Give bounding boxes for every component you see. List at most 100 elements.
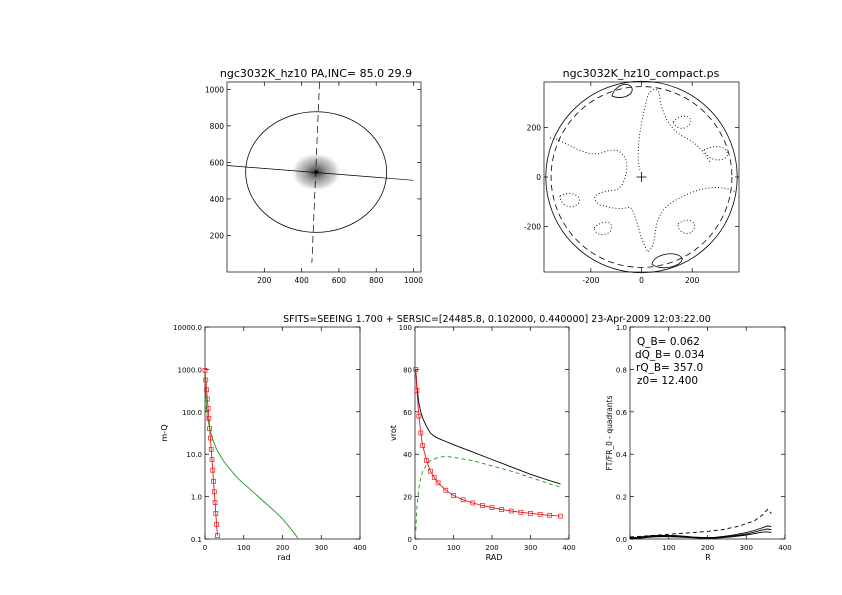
galaxy-minor-axis-line [311,81,320,263]
rotation-curve-series-0-line [415,369,561,485]
qt-profile-ytick-label: 0.6 [616,409,628,417]
rotation-curve-series-2-point [435,480,441,486]
profile-m-q-series-0-line [204,370,218,536]
profile-m-q-series-0-point [204,387,209,393]
galaxy-image-xtick-label: 200 [257,276,272,285]
qt-profile-xlabel: R [705,553,711,562]
contour-dashed-circle [550,86,733,268]
contour-dotted-line [549,137,737,253]
rotation-curve-xtick-label: 100 [447,544,460,552]
rotation-curve-ytick-label: 0 [408,536,412,544]
rotation-curve-ytick-label: 20 [403,494,412,502]
contour-map-ytick-label: 0 [536,173,541,182]
rotation-curve-series-2-point [508,508,514,514]
profile-m-q-series-1-line [204,375,299,540]
contour-map-xtick-label: 0 [639,276,644,285]
profile-m-q-xlabel: rad [277,553,290,562]
galaxy-image-ytick-label: 400 [210,195,225,204]
galaxy-image-ytick-label: 1000 [205,85,224,94]
qt-annotation-rq: rQ_B= 357.0 [636,362,703,374]
galaxy-isophote-ellipse [245,111,388,233]
contour-dotted-line [672,115,692,129]
galaxy-image-xtick-label: 800 [369,276,384,285]
rotation-curve-series-2-line [415,369,561,517]
profile-m-q-ytick-label: 1.0 [191,494,202,502]
galaxy-image-frame [226,81,422,273]
rotation-curve-series-2-point [470,500,476,506]
profile-m-q-series-0-point [214,522,219,527]
profile-m-q-series-0-point [205,406,211,411]
rotation-curve-series-2-point [558,513,563,519]
contour-map-ytick-label: 200 [527,124,542,133]
contour-dotted-line [703,146,728,161]
qt-profile-xtick-label: 300 [740,544,753,552]
qt-profile-ytick-label: 0.4 [616,451,628,459]
profile-m-q-ytick-label: 10000.0 [173,324,202,332]
qt-profile-ytick-label: 0.0 [616,536,627,544]
contour-solid-loop [611,83,633,98]
profile-m-q-ytick-label: 10.0 [186,451,202,459]
contour-map-ytick-label: -200 [524,222,541,231]
galaxy-image-xtick-label: 600 [332,276,347,285]
rotation-curve-series-2-point [414,388,420,393]
rotation-curve-series-2-point [424,458,429,463]
profile-m-q-series-0-point [206,416,212,421]
profile-m-q-series-0-point [204,396,210,402]
profile-m-q-series-0-point [209,457,215,462]
contour-map-xtick-label: 200 [685,276,700,285]
rotation-curve-series-2-point [416,413,422,419]
rotation-curve-xtick-label: 200 [485,544,498,552]
profile-m-q-ytick-label: 1000.0 [178,366,203,374]
rotation-curve-xtick-label: 0 [413,544,417,552]
profile-m-q-panel: rad m-Q 0 100 200 300 400 0.1 1.0 10.0 100.0 1000… [160,324,367,562]
profile-m-q-series-0-point [211,489,217,495]
galaxy-image-title: ngc3032K_hz10 PA,INC= 85.0 29.9 [220,67,412,80]
qt-profile-series-1-line [629,528,772,539]
profile-m-q-xtick-label: 0 [203,544,207,552]
qt-profile-xtick-label: 200 [701,544,714,552]
profile-m-q-series-0-point [203,377,209,383]
rotation-curve-series-1-line [415,455,561,531]
rotation-curve-series-2-point [451,493,456,498]
contour-map-panel: ngc3032K_hz10_compact.ps -200 0 200 -200 0 20… [524,67,740,285]
rotation-curve-ytick-label: 60 [403,409,412,417]
profile-m-q-series-0-point [210,467,216,473]
profile-m-q-series-0-point [212,500,218,505]
profile-m-q-ylabel: m-Q [160,424,169,441]
profile-m-q-series-0-point [202,367,208,373]
galaxy-image-xtick-label: 1000 [404,276,423,285]
profile-m-q-xtick-label: 200 [276,544,289,552]
rotation-curve-series-2-point [537,512,543,517]
rotation-curve-xtick-label: 400 [562,544,575,552]
rotation-curve-xtick-label: 300 [524,544,537,552]
rotation-curve-series-2-point [443,487,449,493]
profile-m-q-ytick-label: 100.0 [182,409,202,417]
profile-m-q-frame [204,326,361,540]
galaxy-image-ytick-label: 800 [210,122,225,131]
rotation-curve-ylabel: vrot [389,425,398,441]
galaxy-center-marker [314,170,318,174]
rotation-curve-series-2-point [418,430,424,436]
rotation-curve-series-2-point [420,443,426,449]
contour-outer-circle [545,80,738,274]
rotation-curve-series-2-point [431,475,437,480]
profile-m-q-series-0-point [215,533,220,538]
qt-profile-ytick-label: 0.8 [616,366,627,374]
qt-profile-ytick-label: 0.2 [616,494,627,502]
rotation-curve-series-2-point [413,367,419,372]
rotation-curve-series-2-point [460,497,466,503]
galaxy-image-panel: ngc3032K_hz10 PA,INC= 85.0 29.9 200 400 60… [205,67,423,285]
rotation-curve-ytick-label: 100 [399,324,412,332]
galaxy-major-axis-line [226,165,414,181]
qt-annotation-z0: z0= 12.400 [637,375,698,387]
profile-m-q-series-0-point [213,511,219,516]
qt-profile-xtick-label: 100 [662,544,675,552]
rotation-curve-series-2-point [518,509,524,515]
qt-profile-ylabel: FT/FR_0 - quadrants [605,395,614,470]
rotation-curve-ytick-label: 40 [403,451,412,459]
profile-m-q-xtick-label: 400 [353,544,366,552]
qt-annotation-q: Q_B= 0.062 [637,336,700,348]
rotation-curve-xlabel: RAD [486,553,503,562]
qt-profile-panel: R FT/FR_0 - quadrants Q_B= 0.062 dQ_B= 0… [605,324,792,562]
